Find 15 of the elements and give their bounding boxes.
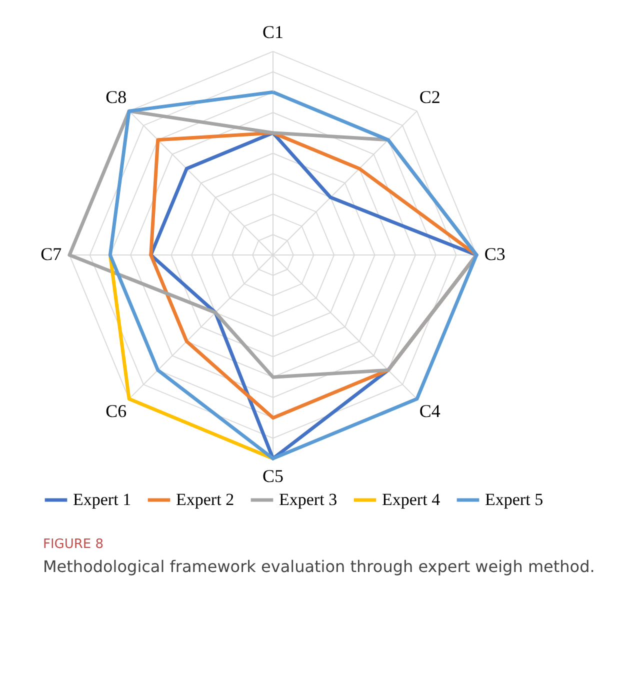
spoke-label: C4 xyxy=(419,400,440,421)
spoke-label: C7 xyxy=(40,244,62,264)
legend-label: Expert 1 xyxy=(73,490,132,509)
text: Methodological framework evaluation through expert weigh method. xyxy=(43,557,595,576)
text: FIGURE 8 xyxy=(43,537,104,552)
legend-label: Expert 3 xyxy=(279,490,338,509)
legend-label: Expert 5 xyxy=(485,490,544,509)
spoke-label: C2 xyxy=(419,87,440,108)
legend-label: Expert 2 xyxy=(176,490,234,509)
spoke-label: C3 xyxy=(484,244,506,264)
spoke-label: C8 xyxy=(106,87,127,108)
spoke-label: C6 xyxy=(106,400,127,421)
spoke-label: C1 xyxy=(262,22,284,42)
spoke-label: C5 xyxy=(262,466,284,486)
legend-label: Expert 4 xyxy=(382,490,441,509)
